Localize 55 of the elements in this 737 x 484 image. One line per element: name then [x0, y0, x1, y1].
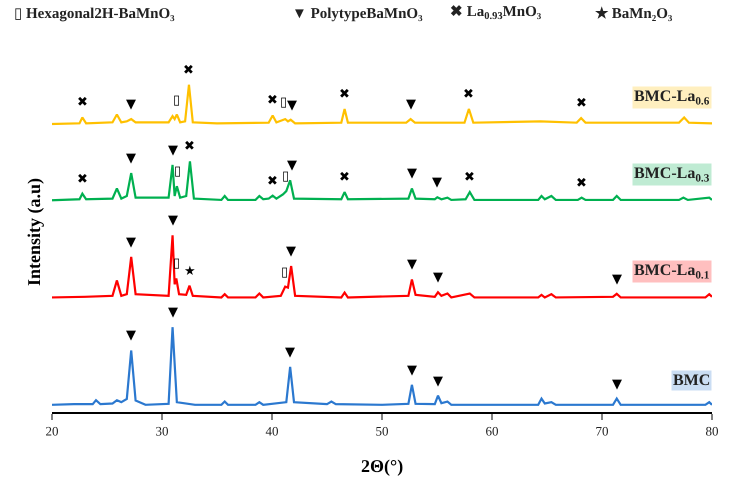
- series-label: BMC: [673, 372, 710, 389]
- annotation: ▼: [287, 98, 297, 113]
- annotation: ▼: [433, 374, 443, 389]
- annotation: ▯: [173, 93, 180, 108]
- annotation: ▯: [174, 164, 182, 179]
- text: ▯ Hexagonal2H-BaMnO₃: [14, 6, 176, 22]
- x-tick-label: 40: [266, 423, 278, 438]
- x-tick-label: 70: [596, 423, 608, 438]
- x-tick-label: 80: [706, 423, 718, 438]
- annotation: ✖: [576, 176, 587, 191]
- x-tick-label: 60: [486, 423, 498, 438]
- annotation: ▼: [433, 270, 443, 285]
- annotation: ✖: [267, 93, 278, 108]
- series-label: BMC-La$_{0.6}$: [634, 88, 710, 108]
- annotation: ✖: [464, 170, 475, 185]
- annotation: ▼: [287, 158, 297, 173]
- annotation: ★: [184, 264, 196, 279]
- annotation: ▼: [168, 213, 178, 228]
- annotation: ▼: [406, 97, 416, 112]
- y-axis-title: Intensity (a.u): [24, 178, 44, 286]
- annotation: ▼: [126, 151, 136, 166]
- annotation: ▼: [407, 166, 417, 181]
- annotation: ✖: [184, 139, 195, 154]
- annotation: ✖: [576, 96, 587, 111]
- text: ✖ La$_{0.93}$MnO₃: [450, 4, 542, 22]
- annotation: ▯: [280, 95, 288, 110]
- annotation: ▼: [407, 363, 417, 378]
- annotation: ✖: [77, 95, 88, 110]
- annotation: ▼: [126, 328, 136, 343]
- x-tick-label: 50: [376, 423, 388, 438]
- annotation: ✖: [339, 170, 350, 185]
- annotation: ▯: [281, 265, 288, 280]
- annotation: ▼: [286, 244, 296, 259]
- annotation: ▼: [612, 272, 622, 287]
- annotation: ✖: [183, 63, 194, 78]
- series-label: BMC-La$_{0.3}$: [634, 165, 710, 184]
- x-axis-title: 2Θ(°): [361, 456, 404, 476]
- annotation: ▼: [407, 257, 417, 272]
- x-tick-label: 20: [46, 423, 58, 438]
- x-tick-label: 30: [156, 423, 168, 438]
- annotation: ✖: [463, 87, 474, 102]
- series-label: BMC-La$_{0.1}$: [634, 262, 710, 282]
- annotation: ▯: [282, 169, 290, 184]
- annotation: ▼: [126, 235, 136, 250]
- annotation: ▼: [612, 377, 622, 392]
- annotation: ▼: [432, 175, 442, 190]
- annotation: ✖: [77, 172, 88, 187]
- annotation: ▼: [126, 97, 136, 112]
- text: ▼ PolytypeBaMnO₃: [292, 6, 424, 22]
- annotation: ▼: [168, 305, 178, 320]
- text: ★ BaMn₂O₃: [595, 6, 673, 22]
- annotation: ✖: [339, 87, 350, 102]
- annotation: ✖: [267, 174, 278, 189]
- annotation: ▼: [168, 143, 178, 158]
- annotation: ▼: [285, 345, 295, 360]
